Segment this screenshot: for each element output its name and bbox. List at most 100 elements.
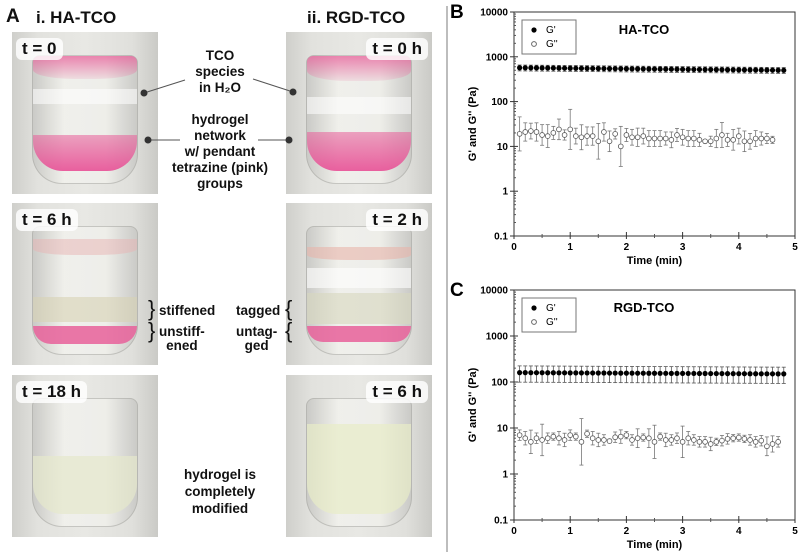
g-double-prime-point [640, 434, 647, 441]
g-double-prime-point [595, 138, 602, 145]
anno-line: completely [184, 484, 256, 499]
anno-line: w/ pendant [184, 144, 256, 159]
g-double-prime-point [696, 137, 703, 143]
g-prime-point [713, 370, 719, 377]
g-double-prime-point [578, 134, 585, 141]
g-prime-point [708, 66, 714, 73]
g-prime-point [539, 65, 545, 71]
g-double-prime-point [657, 433, 663, 440]
g-prime-point [612, 370, 618, 376]
g-double-prime-point [567, 126, 573, 133]
g-prime-point [730, 371, 736, 377]
x-axis-label: Time (min) [627, 539, 683, 551]
g-prime-point [764, 67, 770, 73]
g-prime-point [685, 370, 691, 377]
x-tick-label: 4 [736, 526, 742, 537]
vial [306, 225, 412, 356]
g-prime-point [775, 371, 781, 377]
g-double-prime-point [775, 439, 781, 445]
g-prime-point [528, 370, 534, 376]
vial [32, 225, 138, 356]
anno-line: ged [244, 338, 269, 353]
g-double-prime-point [556, 126, 562, 133]
g-prime-point [573, 370, 579, 376]
g-prime-point [724, 371, 731, 377]
g-double-prime-point [561, 132, 568, 138]
time-label: t = 18 h [16, 381, 88, 403]
legend-marker-g-double-prime [531, 41, 537, 47]
g-double-prime-point [764, 443, 770, 450]
g-prime-point [573, 65, 579, 71]
anno-line: species [195, 64, 245, 79]
g-double-prime-point [634, 134, 641, 141]
g-double-prime-point [702, 439, 708, 445]
g-double-prime-point [539, 437, 545, 443]
anno-line: ened [166, 338, 198, 353]
g-double-prime-point [691, 437, 697, 443]
g-prime-point [567, 370, 573, 376]
label-untagged: untag- ged [236, 325, 277, 353]
g-prime-point [584, 370, 590, 376]
g-prime-point [646, 66, 652, 72]
anno-line: hydrogel [191, 112, 249, 127]
g-prime-point [528, 65, 534, 71]
g-double-prime-point [573, 433, 579, 440]
g-double-prime-point [629, 134, 635, 141]
leader-line [143, 79, 186, 94]
g-prime-point [539, 370, 545, 376]
photo-ha-t0: t = 0 [12, 32, 158, 194]
g-prime-point [663, 66, 669, 72]
g-double-prime-point [758, 135, 765, 142]
g-prime-point [601, 65, 607, 72]
g-prime-point [651, 66, 658, 72]
g-prime-point [533, 370, 540, 376]
time-label: t = 2 h [366, 209, 428, 231]
g-prime-point [657, 370, 663, 376]
g-double-prime-point [634, 435, 641, 442]
g-double-prime-point [646, 135, 652, 142]
g-double-prime-point [623, 432, 630, 438]
g-double-prime-point [674, 132, 680, 138]
g-double-prime-point [747, 138, 753, 145]
g-prime-point [747, 371, 753, 377]
g-double-prime-point [584, 430, 590, 437]
g-double-prime-point [662, 437, 669, 443]
x-tick-label: 0 [511, 526, 517, 537]
g-double-prime-point [533, 129, 540, 135]
g-prime-point [696, 66, 703, 73]
g-double-prime-point [679, 439, 686, 445]
g-double-prime-point [595, 437, 602, 443]
g-prime-point [764, 371, 770, 377]
vial [32, 397, 138, 528]
g-prime-point [657, 66, 663, 72]
y-tick-label: 100 [491, 97, 508, 108]
g-double-prime-point [657, 135, 663, 142]
g-prime-point [590, 370, 596, 376]
brace-unstiffened: } [148, 318, 156, 343]
x-tick-label: 5 [792, 242, 798, 253]
g-prime-point [736, 67, 742, 73]
g-double-prime-point [741, 138, 748, 145]
leader-line [252, 78, 294, 93]
g-prime-point [674, 370, 680, 376]
g-double-prime-point [544, 133, 551, 139]
legend-marker-g-double-prime [531, 319, 537, 325]
annotation-tco-species: TCO species in H₂O [180, 48, 260, 96]
g-prime-point [691, 370, 697, 377]
x-axis-label: Time (min) [627, 255, 683, 267]
x-tick-label: 0 [511, 242, 517, 253]
g-double-prime-point [769, 441, 776, 447]
y-tick-label: 0.1 [494, 516, 508, 527]
y-tick-label: 100 [491, 378, 508, 389]
photo-rgd-t2h: t = 2 h [286, 203, 432, 365]
g-prime-point [736, 371, 742, 377]
g-double-prime-point [713, 439, 720, 445]
g-double-prime-point [550, 433, 557, 440]
g-prime-point [640, 66, 646, 72]
g-double-prime-point [752, 135, 759, 142]
legend-box [521, 19, 577, 55]
x-tick-label: 5 [792, 526, 798, 537]
g-prime-point [606, 66, 613, 72]
g-prime-point [702, 66, 708, 73]
g-double-prime-point [612, 434, 618, 441]
